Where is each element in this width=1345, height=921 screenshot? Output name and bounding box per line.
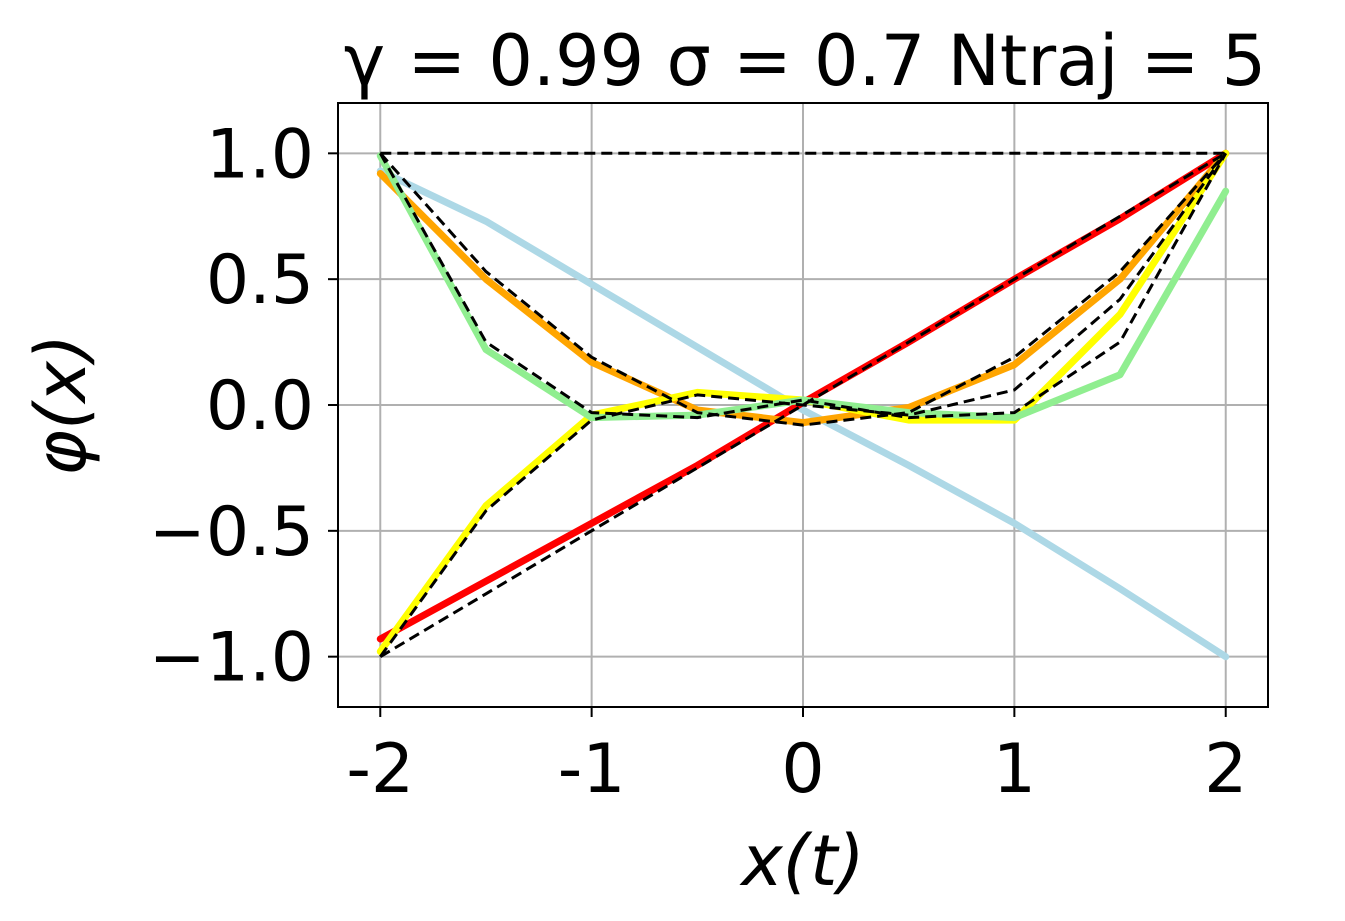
x-tick-label-1: -1: [558, 730, 626, 809]
y-tick-label-2: 0.0: [206, 367, 314, 446]
x-tick-label-3: 1: [993, 730, 1036, 809]
series-lines: [376, 149, 1230, 661]
series-line-9: [378, 152, 1228, 420]
y-axis-label: φ(x): [20, 334, 102, 476]
y-tick-label-1: −0.5: [149, 493, 314, 572]
x-tick-label-4: 2: [1204, 730, 1247, 809]
y-axis: −1.0 −0.5 0.0 0.5 1.0: [149, 115, 338, 698]
x-axis-label: x(t): [739, 820, 865, 902]
x-axis: -2 -1 0 1 2: [346, 707, 1247, 809]
series-line-0: [376, 167, 1230, 661]
y-tick-label-0: −1.0: [149, 619, 314, 698]
series-line-2: [376, 149, 1230, 427]
series-line-8: [379, 152, 1227, 658]
series-line-6: [379, 152, 1227, 658]
y-tick-label-4: 1.0: [206, 115, 314, 194]
series-line-4: [376, 152, 1230, 422]
y-tick-label-3: 0.5: [206, 241, 314, 320]
series-line-7: [379, 152, 1227, 427]
chart-title: γ = 0.99 σ = 0.7 Ntraj = 5: [344, 20, 1266, 102]
x-tick-label-2: 0: [781, 730, 824, 809]
x-tick-label-0: -2: [346, 730, 414, 809]
